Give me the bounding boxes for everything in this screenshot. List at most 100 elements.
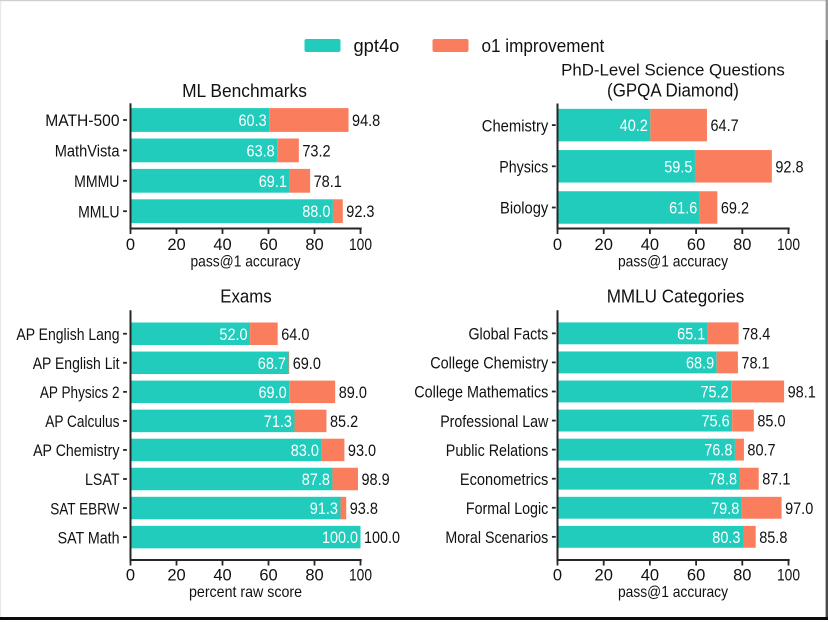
svg-text:100.0: 100.0 xyxy=(364,529,400,547)
svg-text:92.3: 92.3 xyxy=(346,203,374,221)
svg-text:MMLU: MMLU xyxy=(78,203,119,221)
svg-text:60: 60 xyxy=(687,236,705,254)
svg-text:PhD-Level Science Questions: PhD-Level Science Questions xyxy=(561,61,785,80)
svg-text:92.8: 92.8 xyxy=(775,158,803,176)
svg-text:ML Benchmarks: ML Benchmarks xyxy=(182,81,307,101)
svg-text:52.0: 52.0 xyxy=(219,326,247,344)
svg-text:pass@1 accuracy: pass@1 accuracy xyxy=(191,254,301,271)
svg-text:65.1: 65.1 xyxy=(677,325,705,343)
svg-text:AP Calculus: AP Calculus xyxy=(45,413,119,431)
svg-text:100: 100 xyxy=(349,236,372,254)
svg-text:20: 20 xyxy=(595,566,613,584)
svg-text:SAT EBRW: SAT EBRW xyxy=(50,500,120,518)
svg-text:pass@1 accuracy: pass@1 accuracy xyxy=(618,584,728,601)
svg-text:College Mathematics: College Mathematics xyxy=(414,384,548,402)
svg-text:40: 40 xyxy=(641,566,659,584)
svg-text:College Chemistry: College Chemistry xyxy=(430,355,549,373)
svg-text:68.9: 68.9 xyxy=(686,354,714,372)
svg-text:o1 improvement: o1 improvement xyxy=(482,36,605,56)
svg-text:MMMU: MMMU xyxy=(74,173,119,191)
svg-text:Global Facts: Global Facts xyxy=(469,326,549,344)
svg-text:93.0: 93.0 xyxy=(348,442,376,460)
svg-text:40: 40 xyxy=(213,566,231,584)
svg-text:68.7: 68.7 xyxy=(258,355,286,373)
svg-text:40: 40 xyxy=(213,236,231,254)
svg-text:AP English Lang: AP English Lang xyxy=(16,326,119,344)
svg-text:78.4: 78.4 xyxy=(742,325,770,343)
svg-text:percent raw score: percent raw score xyxy=(189,584,302,601)
svg-text:69.1: 69.1 xyxy=(259,173,287,191)
svg-text:20: 20 xyxy=(167,566,185,584)
svg-text:gpt4o: gpt4o xyxy=(354,35,400,56)
svg-text:AP Physics 2: AP Physics 2 xyxy=(40,384,120,402)
svg-text:78.8: 78.8 xyxy=(709,471,737,489)
svg-text:85.8: 85.8 xyxy=(759,529,787,547)
svg-text:69.0: 69.0 xyxy=(259,384,287,402)
svg-text:40: 40 xyxy=(641,236,659,254)
svg-text:69.0: 69.0 xyxy=(293,355,321,373)
svg-text:78.1: 78.1 xyxy=(314,173,342,191)
svg-text:100: 100 xyxy=(777,236,800,254)
svg-text:Exams: Exams xyxy=(220,286,271,306)
svg-text:87.8: 87.8 xyxy=(302,471,330,489)
svg-text:80: 80 xyxy=(305,566,323,584)
svg-text:Formal Logic: Formal Logic xyxy=(466,500,548,518)
svg-text:79.8: 79.8 xyxy=(711,500,739,518)
svg-text:20: 20 xyxy=(167,236,185,254)
svg-text:MMLU Categories: MMLU Categories xyxy=(607,286,745,306)
svg-text:20: 20 xyxy=(595,236,613,254)
svg-text:80: 80 xyxy=(305,236,323,254)
svg-text:0: 0 xyxy=(126,236,135,254)
svg-text:60: 60 xyxy=(259,566,277,584)
svg-text:Biology: Biology xyxy=(500,200,549,218)
svg-text:Public Relations: Public Relations xyxy=(446,442,549,460)
svg-text:0: 0 xyxy=(553,566,562,584)
svg-text:100: 100 xyxy=(777,566,800,584)
svg-text:MATH-500: MATH-500 xyxy=(45,112,119,130)
svg-text:AP English Lit: AP English Lit xyxy=(33,355,120,373)
svg-text:SAT Math: SAT Math xyxy=(58,529,120,547)
svg-text:80: 80 xyxy=(733,236,751,254)
svg-text:59.5: 59.5 xyxy=(664,158,692,176)
svg-text:60.3: 60.3 xyxy=(238,112,266,130)
svg-text:85.0: 85.0 xyxy=(757,413,785,431)
svg-text:76.8: 76.8 xyxy=(704,442,732,460)
svg-text:40.2: 40.2 xyxy=(620,117,648,135)
svg-text:94.8: 94.8 xyxy=(352,112,380,130)
svg-text:85.2: 85.2 xyxy=(330,413,358,431)
svg-text:87.1: 87.1 xyxy=(762,471,790,489)
svg-text:80.3: 80.3 xyxy=(712,529,740,547)
svg-text:Professional Law: Professional Law xyxy=(440,413,548,431)
svg-text:60: 60 xyxy=(259,236,277,254)
svg-text:98.1: 98.1 xyxy=(788,383,816,401)
svg-text:pass@1 accuracy: pass@1 accuracy xyxy=(618,254,728,271)
svg-text:75.2: 75.2 xyxy=(701,383,729,401)
svg-text:75.6: 75.6 xyxy=(701,413,729,431)
svg-text:0: 0 xyxy=(553,236,562,254)
svg-text:64.0: 64.0 xyxy=(281,326,309,344)
svg-text:MathVista: MathVista xyxy=(55,143,121,161)
svg-text:60: 60 xyxy=(687,566,705,584)
svg-text:LSAT: LSAT xyxy=(85,471,120,489)
svg-text:100.0: 100.0 xyxy=(322,529,358,547)
svg-text:80.7: 80.7 xyxy=(747,442,775,460)
svg-text:78.1: 78.1 xyxy=(741,354,769,372)
svg-text:80: 80 xyxy=(733,566,751,584)
svg-text:98.9: 98.9 xyxy=(361,471,389,489)
svg-text:Physics: Physics xyxy=(499,159,548,177)
svg-text:63.8: 63.8 xyxy=(247,142,275,160)
svg-text:88.0: 88.0 xyxy=(302,203,330,221)
svg-text:61.6: 61.6 xyxy=(669,200,697,218)
svg-text:(GPQA Diamond): (GPQA Diamond) xyxy=(607,81,739,101)
svg-text:89.0: 89.0 xyxy=(339,384,367,402)
svg-text:93.8: 93.8 xyxy=(350,500,378,518)
svg-text:AP Chemistry: AP Chemistry xyxy=(33,442,120,460)
svg-text:Moral Scenarios: Moral Scenarios xyxy=(445,529,548,547)
svg-text:0: 0 xyxy=(126,566,135,584)
svg-text:71.3: 71.3 xyxy=(264,413,292,431)
svg-text:91.3: 91.3 xyxy=(310,500,338,518)
svg-text:97.0: 97.0 xyxy=(785,500,813,518)
svg-text:73.2: 73.2 xyxy=(302,142,330,160)
svg-text:83.0: 83.0 xyxy=(291,442,319,460)
svg-text:Chemistry: Chemistry xyxy=(482,117,549,135)
